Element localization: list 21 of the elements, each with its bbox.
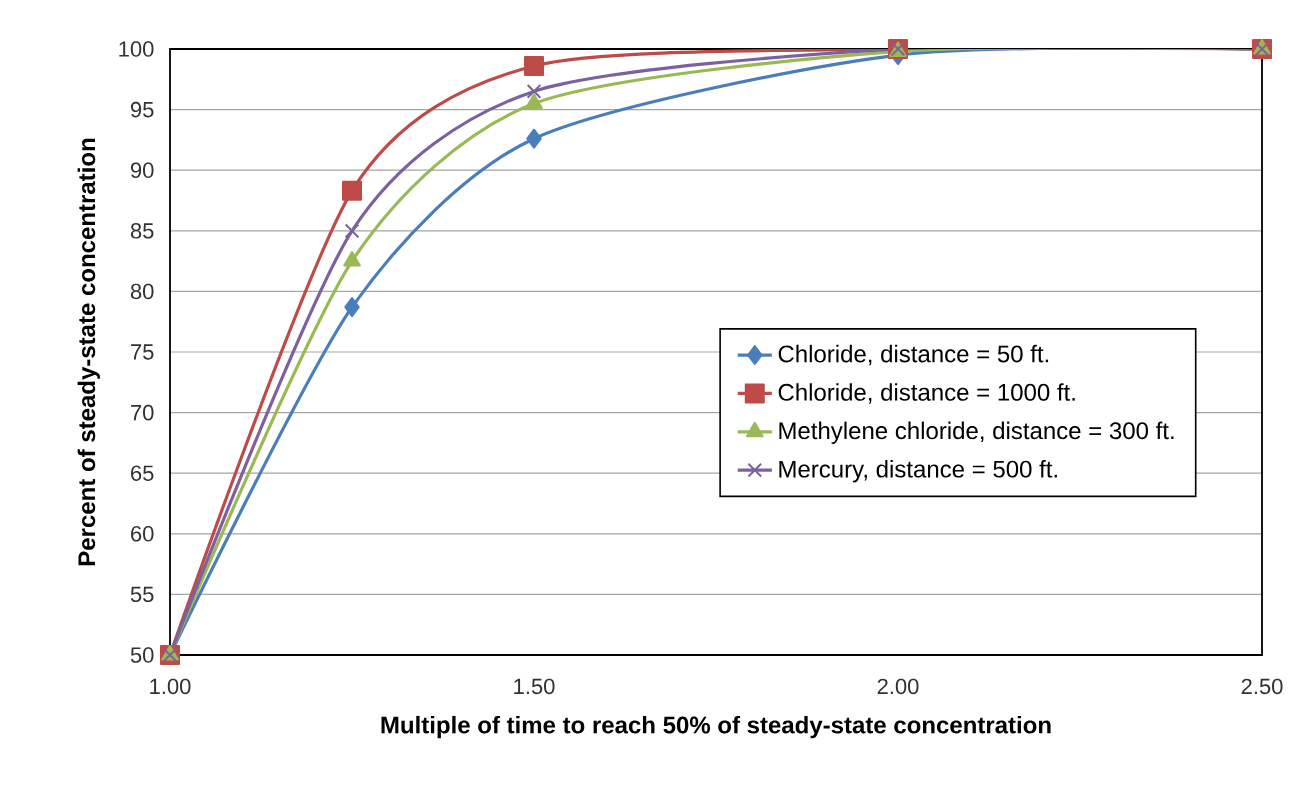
y-tick-label: 90 — [130, 162, 154, 178]
y-tick-label: 95 — [130, 101, 154, 118]
y-tick-label: 65 — [131, 465, 154, 481]
x-tick-label: 1.50 — [514, 678, 555, 695]
legend-label: Chloride, distance = 1000 ft. — [778, 383, 1075, 404]
x-axis-title: Multiple of time to reach 50% of steady-state concentration — [381, 715, 1051, 739]
legend-label: Mercury, distance = 500 ft. — [779, 460, 1057, 483]
y-tick-label: 75 — [131, 344, 154, 360]
y-tick-label: 85 — [130, 223, 154, 239]
y-tick-label: 50 — [130, 647, 154, 663]
y-tick-label: 55 — [130, 586, 154, 603]
y-tick-label: 100 — [119, 41, 154, 57]
x-tick-label: 2.00 — [877, 678, 919, 695]
legend-label: Methylene chloride, distance = 300 ft. — [779, 421, 1174, 444]
y-axis-title: Percent of steady-state concentration — [77, 138, 100, 566]
y-tick-label: 60 — [131, 526, 154, 542]
y-tick-label: 80 — [130, 283, 154, 300]
y-tick-label: 70 — [131, 404, 154, 421]
x-tick-label: 2.50 — [1241, 678, 1283, 695]
legend-label: Chloride, distance = 50 ft. — [778, 344, 1049, 366]
x-tick-label: 1.00 — [150, 678, 191, 695]
